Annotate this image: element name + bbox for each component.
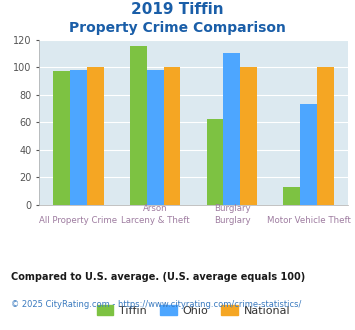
Bar	[87, 67, 104, 205]
Bar	[240, 67, 257, 205]
Bar	[317, 67, 334, 205]
Bar	[130, 47, 147, 205]
Bar	[147, 70, 164, 205]
Text: © 2025 CityRating.com - https://www.cityrating.com/crime-statistics/: © 2025 CityRating.com - https://www.city…	[11, 300, 301, 309]
Bar	[70, 70, 87, 205]
Bar	[53, 71, 70, 205]
Text: Burglary: Burglary	[214, 204, 250, 213]
Bar	[223, 53, 240, 205]
Bar	[300, 104, 317, 205]
Text: Burglary: Burglary	[214, 216, 250, 225]
Text: Motor Vehicle Theft: Motor Vehicle Theft	[267, 216, 351, 225]
Text: 2019 Tiffin: 2019 Tiffin	[131, 2, 224, 16]
Text: Compared to U.S. average. (U.S. average equals 100): Compared to U.S. average. (U.S. average …	[11, 272, 305, 282]
Legend: Tiffin, Ohio, National: Tiffin, Ohio, National	[92, 301, 295, 320]
Text: Arson: Arson	[143, 204, 167, 213]
Text: All Property Crime: All Property Crime	[39, 216, 117, 225]
Text: Larceny & Theft: Larceny & Theft	[121, 216, 189, 225]
Bar	[164, 67, 180, 205]
Text: Property Crime Comparison: Property Crime Comparison	[69, 21, 286, 35]
Bar	[207, 119, 223, 205]
Bar	[283, 187, 300, 205]
